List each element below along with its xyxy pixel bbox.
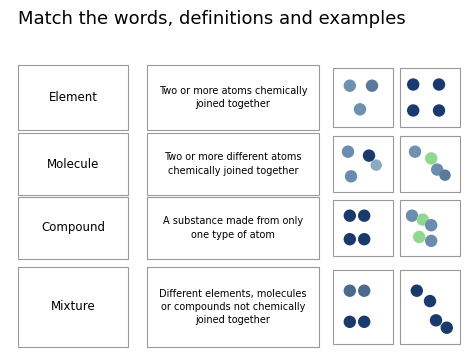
FancyBboxPatch shape — [400, 200, 460, 256]
Circle shape — [343, 146, 354, 157]
Circle shape — [359, 285, 370, 296]
Text: Molecule: Molecule — [47, 158, 99, 170]
FancyBboxPatch shape — [147, 197, 319, 259]
Circle shape — [426, 153, 437, 164]
Circle shape — [441, 322, 452, 333]
Circle shape — [430, 315, 441, 326]
Circle shape — [366, 80, 377, 91]
Circle shape — [359, 234, 370, 245]
Circle shape — [408, 79, 419, 90]
FancyBboxPatch shape — [147, 65, 319, 130]
Text: A substance made from only
one type of atom: A substance made from only one type of a… — [163, 217, 303, 240]
Text: Two or more atoms chemically
joined together: Two or more atoms chemically joined toge… — [159, 86, 307, 109]
FancyBboxPatch shape — [147, 133, 319, 195]
FancyBboxPatch shape — [18, 65, 128, 130]
FancyBboxPatch shape — [333, 68, 393, 127]
Circle shape — [408, 105, 419, 116]
FancyBboxPatch shape — [333, 270, 393, 344]
FancyBboxPatch shape — [18, 133, 128, 195]
Circle shape — [414, 231, 425, 242]
Circle shape — [344, 316, 356, 327]
Text: Different elements, molecules
or compounds not chemically
joined together: Different elements, molecules or compoun… — [159, 289, 307, 325]
Circle shape — [346, 171, 356, 182]
Circle shape — [355, 104, 365, 115]
Circle shape — [371, 160, 381, 170]
Circle shape — [410, 146, 420, 157]
Circle shape — [344, 234, 356, 245]
Circle shape — [426, 235, 437, 246]
FancyBboxPatch shape — [18, 197, 128, 259]
Circle shape — [359, 316, 370, 327]
FancyBboxPatch shape — [400, 136, 460, 192]
Circle shape — [411, 285, 422, 296]
Circle shape — [434, 105, 445, 116]
Circle shape — [432, 164, 443, 175]
FancyBboxPatch shape — [400, 68, 460, 127]
FancyBboxPatch shape — [18, 267, 128, 347]
FancyBboxPatch shape — [333, 136, 393, 192]
Circle shape — [440, 170, 450, 180]
Circle shape — [434, 79, 445, 90]
Text: Mixture: Mixture — [51, 300, 95, 313]
FancyBboxPatch shape — [333, 200, 393, 256]
Text: Compound: Compound — [41, 222, 105, 235]
Circle shape — [417, 214, 428, 225]
Circle shape — [344, 210, 356, 221]
Text: Element: Element — [48, 91, 98, 104]
Circle shape — [407, 210, 418, 221]
FancyBboxPatch shape — [400, 270, 460, 344]
Text: Match the words, definitions and examples: Match the words, definitions and example… — [18, 10, 406, 28]
FancyBboxPatch shape — [147, 267, 319, 347]
Circle shape — [359, 210, 370, 221]
Text: Two or more different atoms
chemically joined together: Two or more different atoms chemically j… — [164, 152, 302, 176]
Circle shape — [426, 220, 437, 231]
Circle shape — [344, 80, 356, 91]
Circle shape — [364, 150, 374, 161]
Circle shape — [425, 296, 436, 307]
Circle shape — [344, 285, 356, 296]
